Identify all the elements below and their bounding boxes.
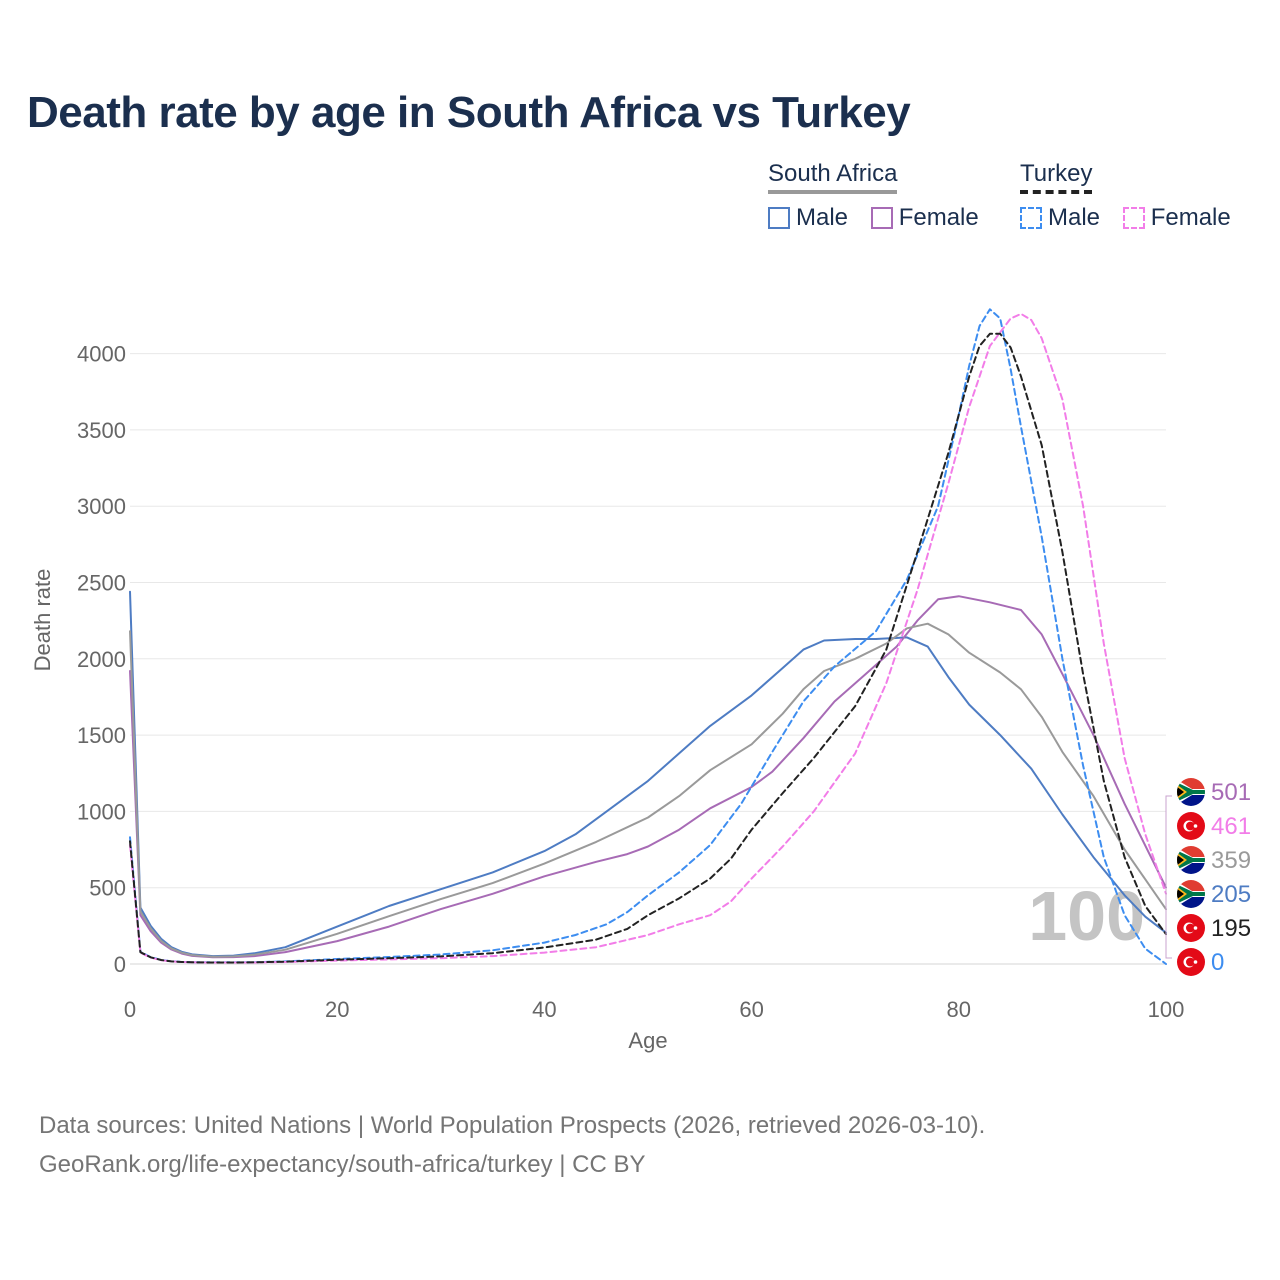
grid-lines	[130, 353, 1166, 965]
south-africa-flag-icon	[1177, 778, 1205, 806]
chart-title: Death rate by age in South Africa vs Tur…	[27, 88, 911, 137]
legend-turkey-label: Turkey	[1020, 160, 1093, 194]
legend-item-turkey-female[interactable]: Female	[1122, 204, 1231, 232]
end-label-value: 501	[1211, 779, 1251, 806]
y-axis-label: Death rate	[30, 569, 55, 672]
legend-item-turkey-male[interactable]: Male	[1020, 204, 1100, 232]
swatch-turkey-male	[1020, 207, 1042, 229]
swatch-turkey-female	[1122, 207, 1145, 229]
x-tick-label: 100	[1148, 997, 1185, 1022]
x-tick-labels: 0 20 40 60 80 100	[124, 997, 1184, 1022]
legend-south-africa-label: South Africa	[768, 160, 898, 194]
south-africa-flag-icon	[1177, 846, 1205, 874]
y-tick-labels: 0 500 1000 1500 2000 2500 3000 3500 4000	[77, 342, 126, 977]
y-tick-label: 3500	[77, 418, 126, 443]
y-tick-label: 4000	[77, 342, 126, 367]
y-tick-label: 3000	[77, 494, 126, 519]
y-tick-label: 2500	[77, 571, 126, 596]
end-labels: 501 461 359 205 195 0	[1165, 778, 1251, 976]
x-tick-label: 0	[124, 997, 136, 1022]
turkey-flag-icon	[1177, 812, 1205, 840]
source-line-2[interactable]: GeoRank.org/life-expectancy/south-africa…	[39, 1151, 646, 1178]
south-africa-flag-icon	[1177, 880, 1205, 908]
series-line-south-africa-male[interactable]	[129, 590, 1167, 958]
x-axis-label: Age	[628, 1028, 667, 1053]
swatch-south-africa-male	[768, 207, 790, 229]
source-note: Data sources: United Nations | World Pop…	[39, 1106, 985, 1184]
x-tick-label: 40	[532, 997, 556, 1022]
legend-item-south-africa-female[interactable]: Female	[870, 204, 979, 232]
series-line-turkey-male[interactable]	[129, 308, 1167, 965]
series-line-turkey-total[interactable]	[129, 332, 1167, 964]
y-tick-label: 1000	[77, 799, 126, 824]
y-tick-label: 500	[89, 876, 126, 901]
x-tick-label: 60	[739, 997, 763, 1022]
end-label-value: 205	[1211, 881, 1251, 908]
legend-turkey: Turkey Male Female	[1020, 160, 1231, 231]
series-line-south-africa-total[interactable]	[129, 622, 1167, 958]
legend-label-south-africa-male: Male	[796, 204, 849, 231]
source-line-1: Data sources: United Nations | World Pop…	[39, 1112, 986, 1139]
x-tick-label: 20	[325, 997, 349, 1022]
series-lines	[129, 308, 1167, 965]
y-tick-label: 1500	[77, 723, 126, 748]
end-label-value: 359	[1211, 847, 1251, 874]
legend-south-africa: South Africa Male Female	[768, 160, 979, 231]
x-tick-label: 80	[947, 997, 971, 1022]
series-line-south-africa-female[interactable]	[129, 595, 1167, 959]
turkey-flag-icon	[1177, 948, 1205, 976]
legend-label-turkey-female: Female	[1150, 204, 1231, 231]
legend-item-south-africa-male[interactable]: Male	[768, 204, 848, 232]
series-line-turkey-female[interactable]	[129, 312, 1167, 964]
y-tick-label: 0	[114, 952, 126, 977]
end-label-bracket	[1165, 795, 1172, 959]
end-label-value: 461	[1211, 813, 1251, 840]
legend-label-south-africa-female: Female	[898, 204, 979, 231]
swatch-south-africa-female	[870, 207, 893, 229]
turkey-flag-icon	[1177, 914, 1205, 942]
end-label-value: 0	[1211, 949, 1224, 976]
current-age-watermark: 100	[1028, 877, 1145, 955]
y-tick-label: 2000	[77, 647, 126, 672]
end-label-value: 195	[1211, 915, 1251, 942]
legend-label-turkey-male: Male	[1048, 204, 1101, 231]
